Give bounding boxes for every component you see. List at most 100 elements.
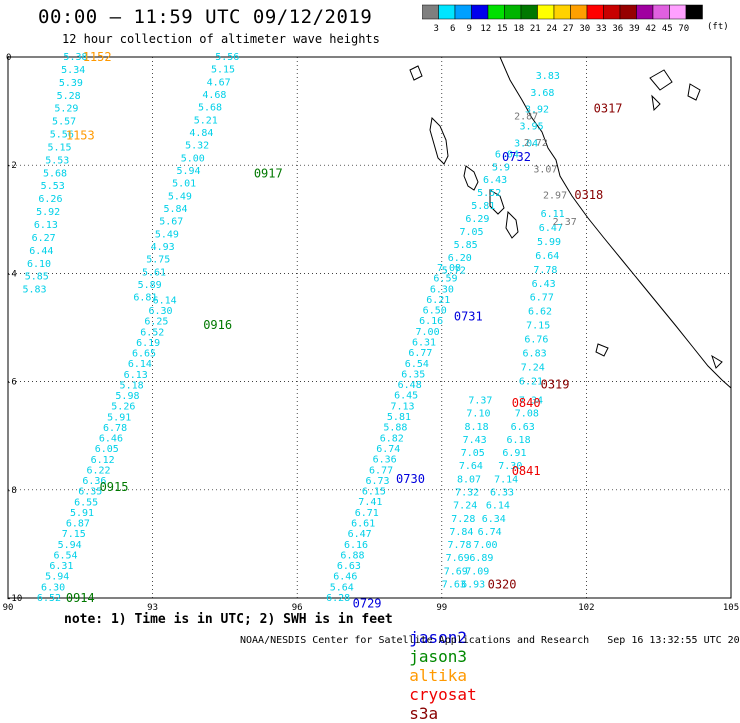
y-tick-label: -2 bbox=[6, 161, 17, 171]
swh-value: 4.68 bbox=[202, 90, 226, 101]
swh-value: 5.18 bbox=[120, 380, 144, 391]
colorbar-label: 42 bbox=[645, 24, 656, 34]
swh-value: 6.52 bbox=[37, 593, 61, 604]
colorbar-label: 12 bbox=[480, 24, 491, 34]
colorbar-label: 18 bbox=[513, 24, 524, 34]
swh-value: 6.12 bbox=[91, 455, 115, 466]
swh-value: 5.94 bbox=[176, 166, 200, 177]
coastline bbox=[499, 56, 732, 389]
footer-note: note: 1) Time is in UTC; 2) SWH is in fe… bbox=[64, 612, 393, 627]
swh-value: 8.18 bbox=[465, 422, 489, 433]
swh-value: 6.31 bbox=[412, 338, 436, 349]
swh-value: 6.21 bbox=[519, 377, 543, 388]
swh-value: 5.81 bbox=[471, 201, 495, 212]
swh-value: 6.25 bbox=[144, 317, 168, 328]
swh-value: 3.92 bbox=[525, 105, 549, 116]
swh-value: 2.37 bbox=[553, 217, 577, 228]
y-tick-label: 0 bbox=[6, 53, 11, 63]
swh-value: 2.72 bbox=[524, 138, 548, 149]
swh-value: 6.55 bbox=[74, 497, 98, 508]
swh-value: 6.83 bbox=[523, 349, 547, 360]
pass-time-label: 1152 bbox=[83, 50, 112, 64]
swh-value: 5.28 bbox=[57, 91, 81, 102]
swh-value: 5.56 bbox=[215, 52, 239, 63]
coastline bbox=[489, 189, 505, 215]
map-subtitle: 12 hour collection of altimeter wave hei… bbox=[62, 32, 380, 46]
swh-value: 6.30 bbox=[41, 582, 65, 593]
swh-value: 5.85 bbox=[454, 240, 478, 251]
swh-value: 6.61 bbox=[351, 518, 375, 529]
swh-value: 6.14 bbox=[128, 359, 152, 370]
swh-value: 5.84 bbox=[164, 204, 188, 215]
swh-value: 7.69 bbox=[444, 566, 468, 577]
pass-time-label: 0914 bbox=[66, 591, 95, 605]
pass-time-label: 0317 bbox=[594, 101, 623, 115]
swh-value: 6.20 bbox=[448, 253, 472, 264]
pass-time-label: 0319 bbox=[541, 377, 570, 391]
swh-value: 5.49 bbox=[155, 229, 179, 240]
swh-value: 7.32 bbox=[455, 488, 479, 499]
swh-value: 6.64 bbox=[535, 251, 559, 262]
colorbar-label: 33 bbox=[596, 24, 607, 34]
coastline bbox=[651, 94, 661, 112]
swh-value: 6.54 bbox=[405, 359, 429, 370]
swh-value: 5.68 bbox=[43, 168, 67, 179]
colorbar-label: 27 bbox=[563, 24, 574, 34]
swh-value: 7.24 bbox=[453, 501, 477, 512]
coastline bbox=[429, 116, 449, 165]
swh-value: 6.14 bbox=[486, 501, 510, 512]
swh-value: 7.05 bbox=[461, 448, 485, 459]
swh-value: 6.74 bbox=[376, 444, 400, 455]
swh-value: 6.33 bbox=[490, 488, 514, 499]
swh-value: 7.00 bbox=[416, 327, 440, 338]
pass-time-label: 1153 bbox=[66, 128, 95, 142]
swh-value: 5.61 bbox=[142, 267, 166, 278]
swh-value: 5.15 bbox=[211, 65, 235, 76]
swh-value: 5.52 bbox=[477, 188, 501, 199]
swh-value: 7.34 bbox=[519, 396, 543, 407]
swh-value: 6.29 bbox=[465, 214, 489, 225]
wave-height-colorbar: 3 6 9 12 15 18 21 24 27 30 33 36 39 42 45 70 bbox=[422, 4, 703, 34]
swh-value: 5.21 bbox=[194, 115, 218, 126]
swh-value: 5.94 bbox=[58, 540, 82, 551]
colorbar-swatch bbox=[685, 4, 703, 20]
swh-value: 6.46 bbox=[333, 572, 357, 583]
map-title: 00:00 – 11:59 UTC 09/12/2019 bbox=[38, 6, 373, 28]
swh-value: 6.81 bbox=[133, 293, 157, 304]
swh-value: 8.07 bbox=[457, 474, 481, 485]
swh-value: 6.91 bbox=[502, 448, 526, 459]
y-tick-label: -10 bbox=[6, 594, 22, 604]
swh-value: 7.30 bbox=[498, 461, 522, 472]
swh-value: 7.14 bbox=[494, 474, 518, 485]
swh-value: 6.65 bbox=[132, 349, 156, 360]
pass-time-label: 0731 bbox=[454, 310, 483, 324]
wave-height-map: 90 93 96 99 102 105 0 -2 -4 -6 -8 -10 5.38 5.34 5.39 5.… bbox=[3, 50, 740, 613]
swh-value: 6.63 bbox=[337, 561, 361, 572]
swh-value: 6.50 bbox=[423, 306, 447, 317]
swh-value: 6.16 bbox=[419, 316, 443, 327]
swh-value: 5.34 bbox=[61, 65, 85, 76]
colorbar-label: 39 bbox=[629, 24, 640, 34]
x-tick-label: 93 bbox=[147, 603, 158, 613]
swh-value: 5.29 bbox=[54, 104, 78, 115]
swh-value: 6.27 bbox=[32, 233, 56, 244]
swh-value: 5.00 bbox=[181, 153, 205, 164]
pass-time-label: 0320 bbox=[488, 577, 517, 591]
x-tick-label: 90 bbox=[3, 603, 14, 613]
swh-value: 6.78 bbox=[103, 423, 127, 434]
swh-value: 6.77 bbox=[408, 348, 432, 359]
pass-time-label: 0730 bbox=[396, 472, 425, 486]
colorbar-label: 9 bbox=[467, 24, 472, 34]
swh-value: 6.77 bbox=[530, 293, 554, 304]
swh-value: 3.04 bbox=[514, 139, 538, 150]
pass-time-label: 0841 bbox=[512, 464, 541, 478]
swh-value: 5.98 bbox=[115, 391, 139, 402]
swh-value: 5.88 bbox=[383, 423, 407, 434]
swh-value: 6.63 bbox=[511, 422, 535, 433]
swh-value: 7.08 bbox=[437, 263, 461, 274]
y-tick-label: -8 bbox=[6, 486, 17, 496]
colorbar-label: 45 bbox=[662, 24, 673, 34]
swh-value: 5.38 bbox=[63, 52, 87, 63]
pass-time-label: 0729 bbox=[353, 596, 382, 610]
x-tick-label: 99 bbox=[436, 603, 447, 613]
